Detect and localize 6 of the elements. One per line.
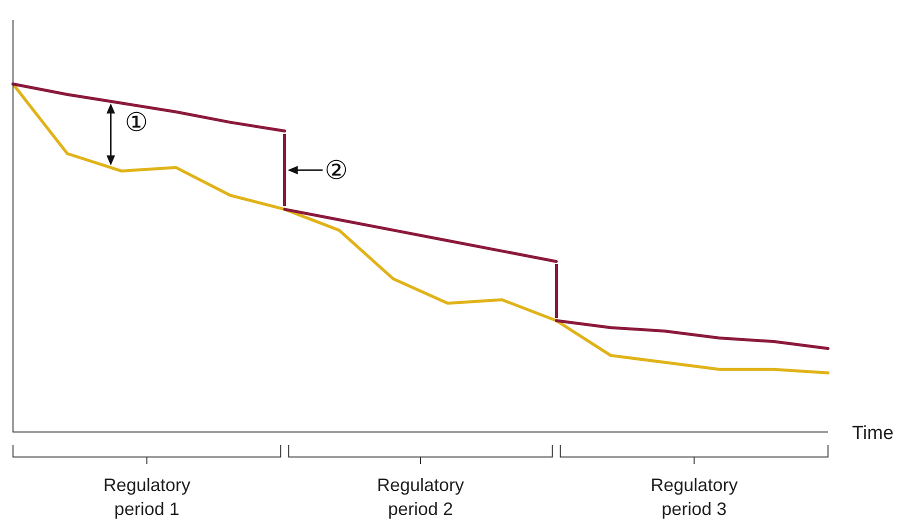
text: Regulatory period 1 — [103, 474, 190, 519]
annotation: ① — [124, 108, 148, 138]
text: Regulatory period 2 — [376, 474, 464, 519]
annotation: ② — [324, 156, 348, 186]
x-axis-title: Time — [852, 423, 894, 444]
text: Regulatory period 3 — [650, 474, 738, 519]
